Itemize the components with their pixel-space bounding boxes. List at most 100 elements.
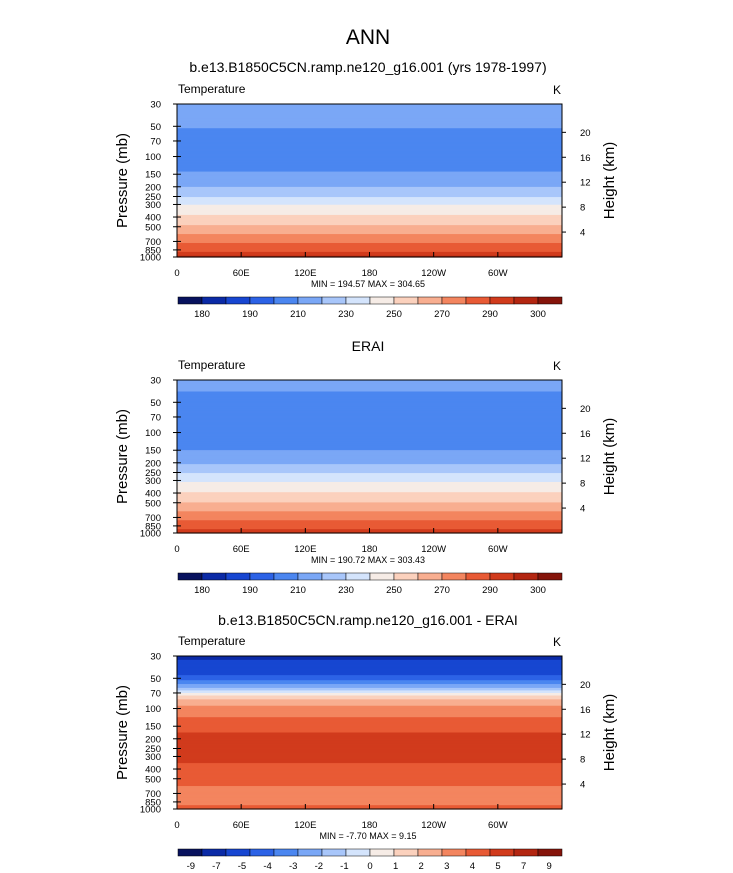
contour-band bbox=[177, 240, 562, 243]
contour-band bbox=[177, 672, 562, 675]
contour-band bbox=[177, 245, 562, 248]
contour-band bbox=[177, 701, 562, 704]
lon-tick-label: 60E bbox=[233, 820, 250, 831]
min-max-label: MIN = 194.57 MAX = 304.65 bbox=[311, 279, 425, 289]
contour-band bbox=[177, 728, 562, 731]
contour-band bbox=[177, 212, 562, 215]
contour-band bbox=[177, 413, 562, 416]
contour-band bbox=[177, 490, 562, 493]
colorbar-swatch bbox=[441, 848, 467, 857]
colorbar-swatch bbox=[489, 848, 515, 857]
contour-band bbox=[177, 747, 562, 750]
contour-band bbox=[177, 754, 562, 757]
contour-band bbox=[177, 429, 562, 432]
contour-band bbox=[177, 516, 562, 519]
contour-band bbox=[177, 503, 562, 506]
lon-tick-label: 120E bbox=[294, 820, 316, 831]
contour-band bbox=[177, 699, 562, 702]
contour-band bbox=[177, 395, 562, 398]
contour-band bbox=[177, 710, 562, 713]
contour-band bbox=[177, 181, 562, 184]
contour-band bbox=[177, 705, 562, 708]
contour-band bbox=[177, 789, 562, 792]
colorbar-label: 290 bbox=[482, 309, 498, 320]
colorbar-swatch bbox=[537, 296, 563, 305]
colorbar-swatch bbox=[201, 572, 227, 581]
contour-band bbox=[177, 737, 562, 740]
contour-band bbox=[177, 402, 562, 405]
contour-band bbox=[177, 492, 562, 495]
contour-band bbox=[177, 666, 562, 669]
contour-band bbox=[177, 155, 562, 157]
colorbar-swatch bbox=[513, 296, 539, 305]
contour-band bbox=[177, 204, 562, 207]
contour-band bbox=[177, 736, 562, 739]
contour-band bbox=[177, 237, 562, 240]
contour-band bbox=[177, 149, 562, 152]
contour-band bbox=[177, 698, 562, 700]
contour-band bbox=[177, 221, 562, 224]
height-tick-label: 12 bbox=[580, 454, 591, 465]
colorbar-swatch bbox=[249, 848, 275, 857]
contour-band bbox=[177, 482, 562, 484]
contour-band bbox=[177, 791, 562, 794]
contour-band bbox=[177, 662, 562, 665]
contour-band bbox=[177, 232, 562, 235]
contour-band bbox=[177, 392, 562, 395]
contour-band bbox=[177, 409, 562, 412]
lon-tick-label: 120W bbox=[421, 820, 446, 831]
contour-band bbox=[177, 511, 562, 514]
contour-band bbox=[177, 508, 562, 511]
contour-band bbox=[177, 524, 562, 526]
contour-band bbox=[177, 399, 562, 401]
height-tick-label: 16 bbox=[580, 153, 591, 164]
pressure-tick-label: 100 bbox=[145, 704, 161, 715]
contour-band bbox=[177, 129, 562, 132]
contour-band bbox=[177, 769, 562, 772]
contour-band bbox=[177, 436, 562, 438]
contour-band bbox=[177, 752, 562, 755]
contour-band bbox=[177, 741, 562, 744]
contour-band bbox=[177, 677, 562, 680]
contour-band bbox=[177, 732, 562, 735]
contour-band bbox=[177, 423, 562, 426]
pressure-tick-label: 100 bbox=[145, 428, 161, 439]
contour-band bbox=[177, 798, 562, 801]
contour-band bbox=[177, 163, 562, 166]
colorbar-swatch bbox=[321, 572, 347, 581]
contour-band bbox=[177, 211, 562, 213]
contour-band bbox=[177, 381, 562, 384]
colorbar-swatch bbox=[369, 296, 395, 305]
contour-band bbox=[177, 445, 562, 447]
colorbar-swatch bbox=[393, 848, 419, 857]
colorbar-label: -5 bbox=[238, 861, 246, 872]
contour-band bbox=[177, 461, 562, 464]
contour-band bbox=[177, 118, 562, 120]
contour-band bbox=[177, 143, 562, 146]
contour-band bbox=[177, 797, 562, 800]
contour-band bbox=[177, 657, 562, 660]
contour-band bbox=[177, 185, 562, 188]
contour-band bbox=[177, 719, 562, 722]
colorbar-label: -9 bbox=[187, 861, 195, 872]
colorbar-label: 9 bbox=[547, 861, 552, 872]
pressure-tick-label: 50 bbox=[150, 674, 161, 685]
contour-band bbox=[177, 726, 562, 728]
contour-band bbox=[177, 104, 562, 106]
contour-band bbox=[177, 465, 562, 468]
y-axis-right-label: Height (km) bbox=[601, 694, 618, 772]
contour-band bbox=[177, 230, 562, 233]
colorbar-label: -7 bbox=[212, 861, 220, 872]
contour-band bbox=[177, 241, 562, 244]
contour-band bbox=[177, 203, 562, 206]
contour-band bbox=[177, 749, 562, 751]
height-tick-label: 16 bbox=[580, 705, 591, 716]
contour-band bbox=[177, 451, 562, 454]
contour-band bbox=[177, 388, 562, 391]
contour-band bbox=[177, 707, 562, 709]
panel-title: b.e13.B1850C5CN.ramp.ne120_g16.001 - ERA… bbox=[218, 612, 518, 628]
colorbar-swatch bbox=[369, 848, 395, 857]
colorbar-swatch bbox=[393, 296, 419, 305]
contour-band bbox=[177, 416, 562, 419]
y-axis-right-label: Height (km) bbox=[601, 418, 618, 496]
